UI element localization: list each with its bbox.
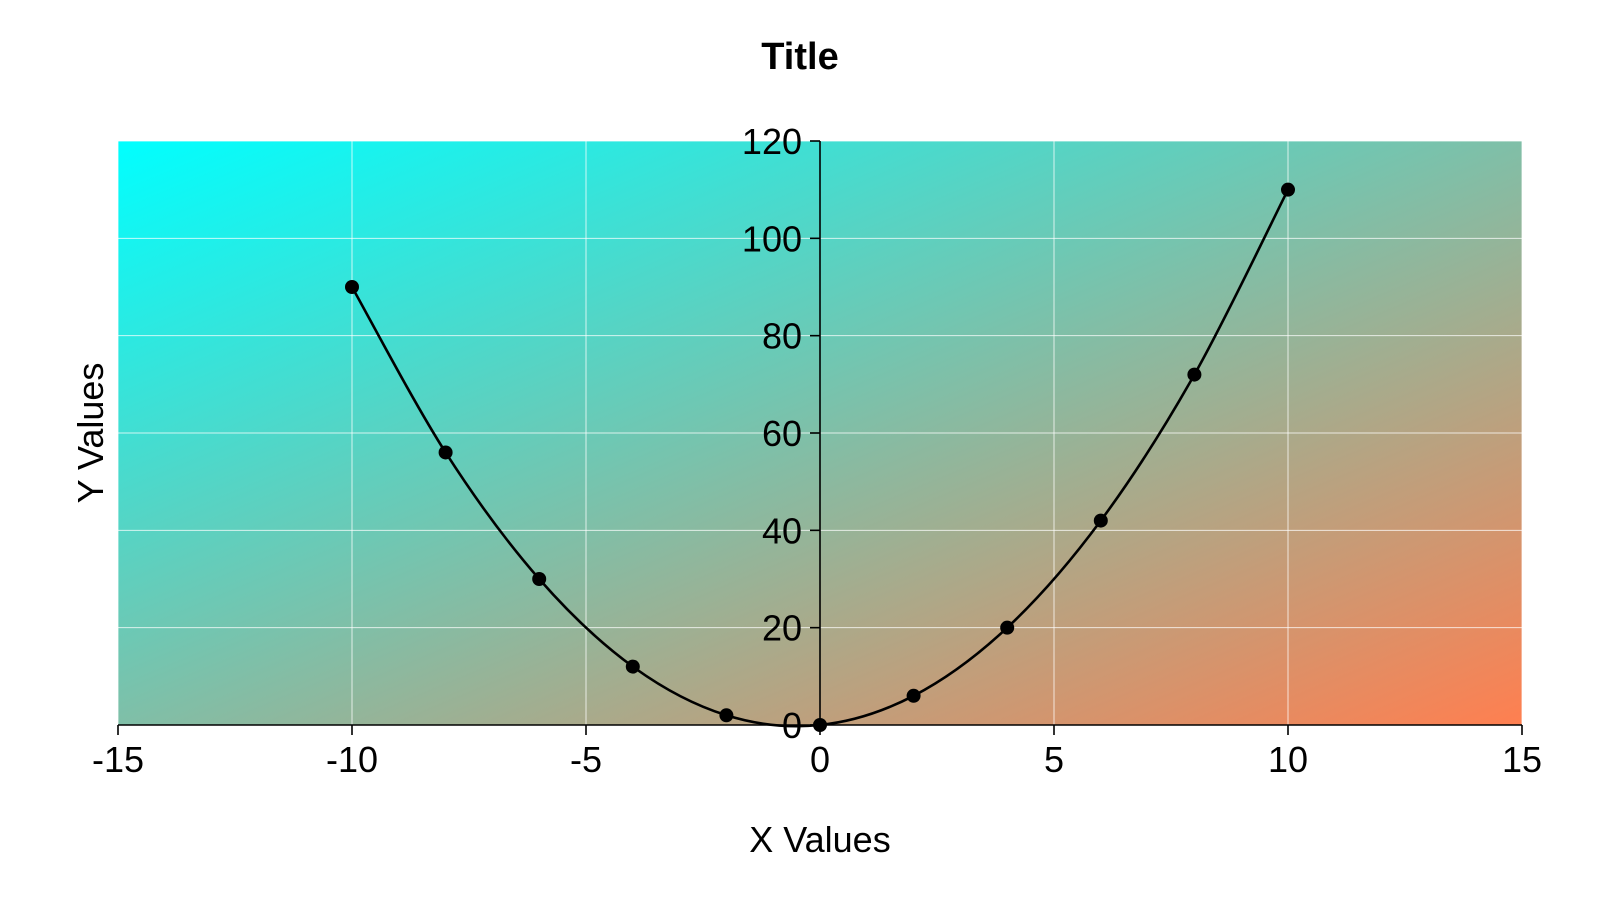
x-tick-label: -5 — [570, 739, 602, 780]
x-tick-label: 5 — [1044, 739, 1064, 780]
data-point — [1000, 620, 1015, 635]
data-point — [1281, 182, 1295, 197]
data-point — [532, 572, 547, 586]
y-tick-label: 80 — [762, 316, 802, 357]
x-tick-label: 10 — [1268, 739, 1308, 780]
data-point — [719, 708, 734, 723]
y-axis-label: Y Values — [70, 363, 111, 504]
x-tick-label: -15 — [92, 739, 144, 780]
chart-title: Title — [761, 36, 838, 78]
y-tick-label: 120 — [742, 121, 802, 162]
data-point — [625, 659, 640, 674]
y-tick-label: 40 — [762, 510, 802, 551]
y-tick-label: 60 — [762, 413, 802, 454]
data-points — [345, 182, 1295, 732]
data-point — [906, 688, 921, 703]
data-point — [438, 445, 453, 460]
data-point — [345, 280, 359, 294]
data-point — [1093, 513, 1108, 528]
x-tick-label: 0 — [810, 739, 830, 780]
data-point — [1187, 367, 1202, 382]
x-tick-label: -10 — [326, 739, 378, 780]
y-tick-label: 20 — [762, 608, 802, 649]
x-tick-label: 15 — [1502, 739, 1542, 780]
x-axis-label: X Values — [749, 819, 890, 860]
data-point — [813, 718, 827, 732]
y-tick-label: 100 — [742, 218, 802, 259]
